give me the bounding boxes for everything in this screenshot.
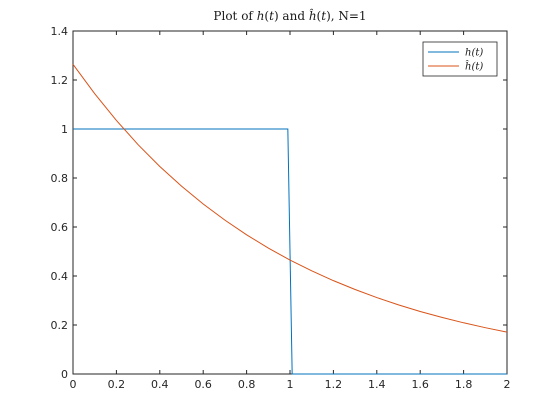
chart-title: Plot of h(t) and ĥ(t), N=1 xyxy=(213,8,366,23)
x-tick-label: 1.2 xyxy=(325,378,343,391)
x-tick-label: 0.4 xyxy=(151,378,169,391)
y-tick-label: 0.6 xyxy=(51,221,69,234)
x-tick-label: 0 xyxy=(70,378,77,391)
y-tick-label: 0.4 xyxy=(51,270,69,283)
x-tick-label: 0.2 xyxy=(108,378,126,391)
legend-box xyxy=(422,41,498,77)
plot-area: 0 0.2 0.4 0.6 0.8 1 1.2 1.4 1.6 1.8 2 0 0.2 0.4 0.6 0.8… xyxy=(51,25,511,391)
x-tick-label: 1.4 xyxy=(368,378,386,391)
y-tick-label: 0.2 xyxy=(51,319,69,332)
series-line-h-hat xyxy=(72,64,508,333)
legend-label: h(t) xyxy=(465,48,483,59)
y-tick-label: 1.4 xyxy=(51,25,69,38)
y-tick-label: 0 xyxy=(61,368,68,381)
x-tick-label: 2 xyxy=(504,378,511,391)
x-tick-label: 0.8 xyxy=(238,378,256,391)
series-line-h xyxy=(73,128,507,375)
x-tick-label: 0.6 xyxy=(194,378,212,391)
axes-box xyxy=(72,30,508,375)
y-tick-label: 0.8 xyxy=(51,172,69,185)
x-tick-label: 1.6 xyxy=(411,378,429,391)
legend-label: ĥ(t) xyxy=(465,61,483,73)
y-tick-label: 1 xyxy=(61,123,68,136)
y-tick-label: 1.2 xyxy=(51,74,69,87)
x-tick-label: 1 xyxy=(287,378,294,391)
x-tick-label: 1.8 xyxy=(455,378,473,391)
